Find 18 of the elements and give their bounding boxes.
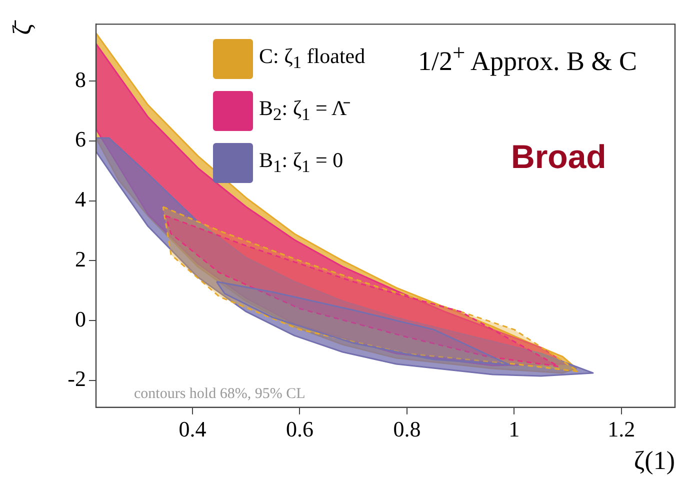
- legend-label: C: ζ$_{1}$ floated: [259, 44, 366, 74]
- y-tick-label: 2: [75, 246, 86, 272]
- y-tick-label: 0: [75, 306, 86, 332]
- legend-label: B$_{1}$: ζ$_{1}$ = 0: [259, 148, 344, 178]
- x-tick-label: 0.8: [393, 416, 421, 442]
- x-tick-label: 1.2: [608, 416, 636, 442]
- y-tick-label: 6: [75, 126, 86, 152]
- annotation: contours hold 68%, 95% CL: [134, 386, 306, 403]
- y-tick-label: 8: [75, 66, 86, 92]
- y-axis-title: ζ̄: [7, 20, 36, 35]
- y-tick-label: -2: [68, 366, 86, 392]
- x-tick-label: 1: [508, 416, 520, 442]
- annotation: 1/2$^{+}$ Approx. B & C: [418, 40, 637, 77]
- annotation: Broad: [511, 138, 606, 176]
- x-tick-label: 0.6: [286, 416, 314, 442]
- y-tick-label: 4: [75, 186, 86, 212]
- x-tick-label: 0.4: [178, 416, 206, 442]
- x-axis-title: ζ(1): [634, 446, 675, 476]
